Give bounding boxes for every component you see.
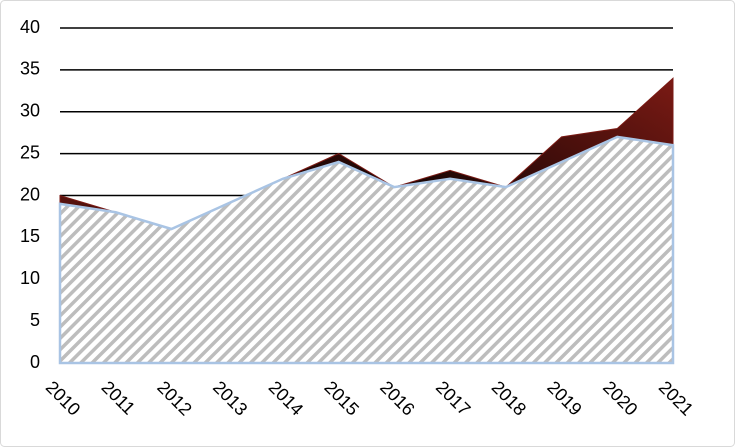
y-tick-label: 10 — [20, 268, 40, 288]
y-tick-label: 5 — [30, 310, 40, 330]
y-tick-label: 0 — [30, 352, 40, 372]
area — [58, 135, 675, 365]
y-tick-label: 15 — [20, 226, 40, 246]
y-tick-label: 20 — [20, 184, 40, 204]
y-tick-label: 25 — [20, 142, 40, 162]
y-tick-label: 40 — [20, 17, 40, 37]
y-tick-label: 35 — [20, 59, 40, 79]
y-tick-label: 30 — [20, 101, 40, 121]
